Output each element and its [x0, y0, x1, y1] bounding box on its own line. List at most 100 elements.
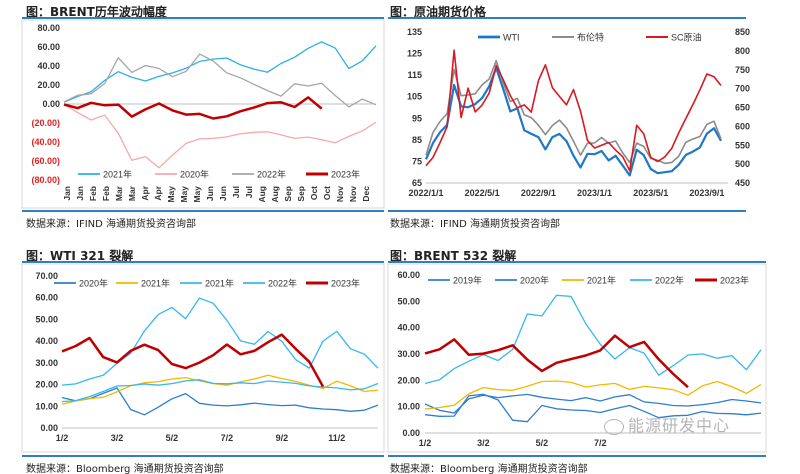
series-line-3 [424, 294, 762, 385]
legend-label: 2020年 [180, 169, 209, 180]
chart-1: 135 125 115 105 95 85 75 65 850 800 750 700 650 600 55… [407, 27, 750, 198]
x-tick-label: 3/2 [477, 438, 490, 448]
panel-title-wti-321: 图：WTI 321 裂解 [26, 249, 134, 263]
chart-0: 80.00 60.00 40.00 20.00 0.00 (20.00) (40.00) (6… [21, 19, 385, 209]
series-line-0 [424, 393, 762, 414]
x-tick-label: Jul [231, 186, 241, 198]
legend-label: SC原油 [671, 32, 702, 43]
y-tick-label: 125 [407, 49, 422, 59]
y-tick-label: 50.00 [397, 296, 420, 306]
x-tick-label: Apr [153, 185, 163, 200]
x-tick-label: 5/2 [166, 433, 179, 443]
y-tick-label: 30.00 [397, 349, 420, 359]
y-tick-label: 20.00 [35, 380, 58, 390]
x-tick-label: Feb [88, 186, 98, 201]
chart-3: 60.00 50.00 40.00 30.00 20.00 10.00 0.001/2 3/2… [387, 263, 767, 453]
series-line-3 [61, 297, 379, 386]
y-tick-label: 30.00 [35, 358, 58, 368]
legend-label: 2020年 [79, 278, 108, 289]
y-tick-label: 60.00 [35, 293, 58, 303]
series-line-2 [61, 379, 379, 403]
y2-tick-label: 550 [735, 140, 750, 150]
x-tick-label: 2023/9/1 [689, 188, 724, 198]
y2-tick-label: 850 [735, 27, 750, 37]
y-tick-label: 75 [412, 156, 422, 166]
x-tick-label: 2023/5/1 [633, 188, 668, 198]
legend-label: 2021年 [587, 275, 616, 286]
source-note: 数据来源：Bloomberg 海通期货投资咨询部 [26, 464, 224, 474]
x-tick-label: May [192, 186, 202, 203]
x-tick-label: Aug [270, 186, 280, 203]
x-tick-label: 1/2 [56, 433, 69, 443]
panel-title-brent-volatility: 图：BRENT历年波动幅度 [26, 5, 167, 19]
y2-tick-label: 750 [735, 65, 750, 75]
y-tick-label: 135 [407, 27, 422, 37]
legend-label: 2019年 [453, 275, 482, 286]
panel-title-crude-futures: 图：原油期货价格 [390, 5, 487, 19]
series-line-1 [424, 393, 762, 423]
series-line-1 [425, 59, 722, 165]
series-line-3 [63, 96, 323, 120]
source-note: 数据来源：IFIND 海通期货投资咨询部 [390, 219, 561, 230]
legend-label: 2022年 [655, 275, 684, 286]
y-tick-label: (80.00) [31, 175, 60, 185]
series-line-4 [61, 333, 325, 388]
chart-frame [21, 263, 385, 453]
x-tick-label: Mar [127, 185, 137, 201]
y-tick-label: 80.00 [37, 23, 60, 33]
x-tick-label: Jan [62, 186, 72, 201]
x-tick-label: Jun [218, 186, 228, 201]
y-tick-label: 105 [407, 92, 422, 102]
x-tick-label: 2022/9/1 [521, 188, 556, 198]
x-tick-label: Apr [140, 185, 150, 200]
wechat-icon [604, 418, 624, 435]
x-tick-label: 3/2 [111, 433, 124, 443]
series-line-2 [63, 53, 377, 108]
x-tick-label: 11/2 [328, 433, 345, 443]
y2-tick-label: 500 [735, 159, 750, 169]
x-tick-label: Nov [348, 186, 358, 202]
divider [22, 455, 384, 457]
legend-label: 2020年 [520, 275, 549, 286]
x-tick-label: 1/2 [419, 438, 432, 448]
y-tick-label: 60.00 [397, 270, 420, 280]
y-tick-label: 40.00 [35, 336, 58, 346]
y-tick-label: 0.00 [402, 428, 420, 438]
y-tick-label: 10.00 [35, 401, 58, 411]
y2-tick-label: 600 [735, 121, 750, 131]
y-tick-label: 115 [407, 70, 422, 80]
y-tick-label: 20.00 [397, 375, 420, 385]
series-line-4 [424, 334, 689, 389]
y-tick-label: 20.00 [37, 80, 60, 90]
y-tick-label: (60.00) [31, 156, 60, 166]
chart-frame [21, 19, 385, 209]
watermark-text: 能源研发中心 [628, 416, 731, 435]
legend-label: 2022年 [257, 169, 286, 180]
x-tick-label: 2022/5/1 [465, 188, 500, 198]
y-tick-label: (20.00) [31, 118, 60, 128]
watermark: 能源研发中心 [604, 412, 730, 436]
x-tick-label: 5/2 [536, 438, 549, 448]
x-tick-label: Sep [296, 186, 306, 202]
legend-label: 2023年 [331, 278, 360, 289]
divider [388, 261, 766, 263]
legend-label: 2023年 [720, 275, 749, 286]
x-tick-label: 7/2 [221, 433, 234, 443]
x-tick-label: Aug [257, 186, 267, 203]
series-line-0 [61, 387, 379, 416]
panel-title-brent-532: 图：BRENT 532 裂解 [390, 249, 517, 263]
x-tick-label: Nov [335, 186, 345, 202]
legend-label: 2022年 [268, 278, 297, 289]
x-tick-label: Mar [114, 185, 124, 201]
legend-label: WTI [503, 33, 520, 43]
y-tick-label: 50.00 [35, 314, 58, 324]
y-tick-label: 40.00 [37, 61, 60, 71]
series-line-1 [63, 103, 377, 169]
y-tick-label: 0.00 [42, 99, 60, 109]
y2-tick-label: 700 [735, 84, 750, 94]
legend-label: 2021年 [141, 278, 170, 289]
x-tick-label: Jan [75, 186, 85, 201]
x-tick-label: May [166, 186, 176, 203]
